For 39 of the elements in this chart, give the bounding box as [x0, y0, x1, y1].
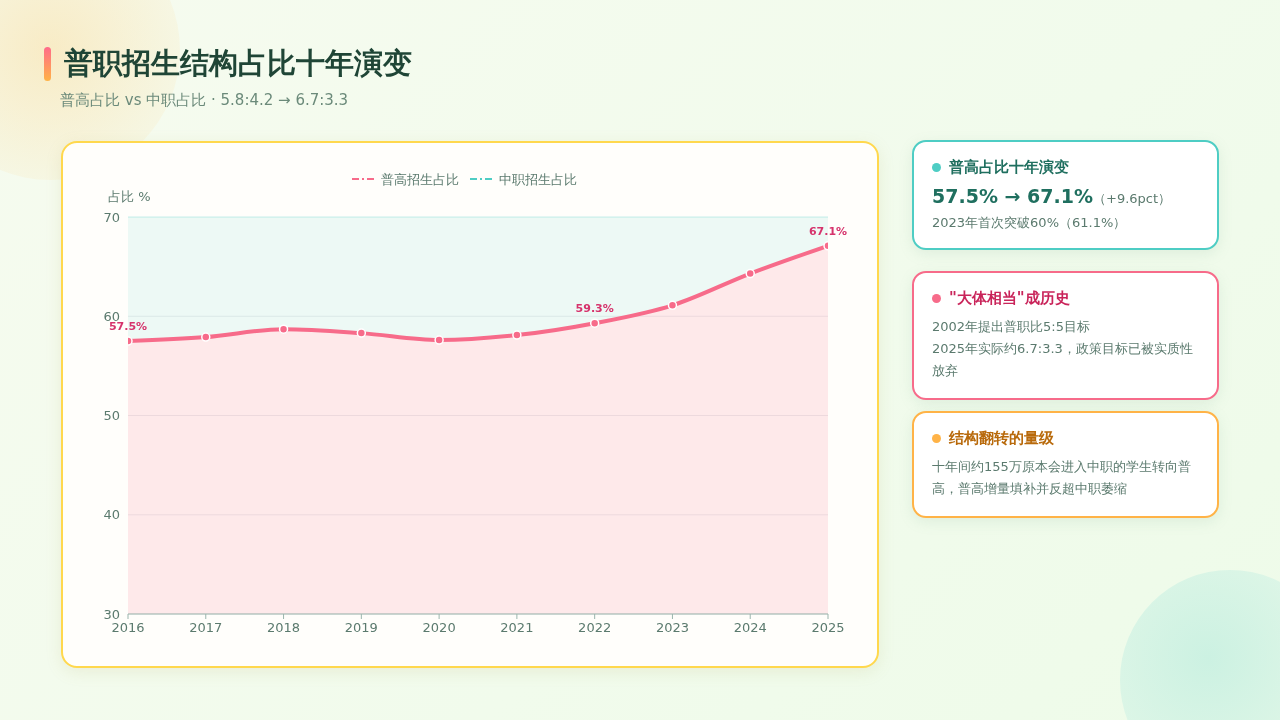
point — [512, 330, 522, 340]
x-tick-label: 2025 — [811, 620, 845, 635]
text: 2002年提出普职比5:5目标 — [932, 318, 1091, 336]
x-tick-label: 2023 — [655, 620, 689, 635]
text: （+9.6pct） — [1093, 191, 1172, 206]
y-tick-label: 40 — [103, 507, 120, 523]
x-tick-label: 2019 — [344, 620, 378, 635]
point — [201, 332, 211, 342]
text: 十年间约155万原本会进入中职的学生转向普高，普高增量填补并反超中职萎缩 — [932, 458, 1192, 498]
text: 结构翻转的量级 — [949, 429, 1054, 448]
point — [667, 300, 678, 311]
x-tick-label: 2017 — [189, 620, 223, 635]
text: 2023年首次突破60%（61.1%） — [932, 214, 1128, 232]
chart-title: 普职招生结构占比十年演变 — [64, 45, 412, 82]
y-tick-label: 70 — [103, 209, 120, 225]
legend-label: 中职招生占比 — [499, 171, 577, 187]
text: "大体相当"成历史 — [949, 289, 1070, 308]
x-tick-label: 2021 — [500, 620, 534, 635]
point — [745, 268, 755, 279]
y-tick-label: 50 — [103, 408, 120, 424]
data-label: 59.3% — [575, 302, 614, 316]
data-label: 67.1% — [808, 224, 848, 238]
x-tick-label: 2018 — [267, 620, 301, 635]
text: 普高占比十年演变 — [949, 158, 1069, 177]
point — [356, 328, 367, 338]
chart-subtitle: 普高占比 vs 中职占比 · 5.8:4.2 → 6.7:3.3 — [60, 91, 349, 110]
point — [434, 335, 444, 345]
point — [278, 324, 289, 334]
legend-label: 普高招生占比 — [381, 171, 459, 187]
x-tick-label: 2020 — [422, 620, 456, 635]
text: 2025年实际约6.7:3.3，政策目标已被实质性放弃 — [932, 340, 1194, 380]
y-tick-label: 30 — [103, 606, 120, 622]
y-axis-title: 占比 % — [108, 189, 151, 204]
x-tick-label: 2024 — [733, 620, 767, 635]
text: 57.5% → 67.1% — [932, 185, 1093, 207]
point — [589, 318, 600, 328]
x-tick-label: 2016 — [111, 620, 145, 635]
data-label: 57.5% — [108, 320, 148, 334]
x-tick-label: 2022 — [578, 620, 612, 635]
